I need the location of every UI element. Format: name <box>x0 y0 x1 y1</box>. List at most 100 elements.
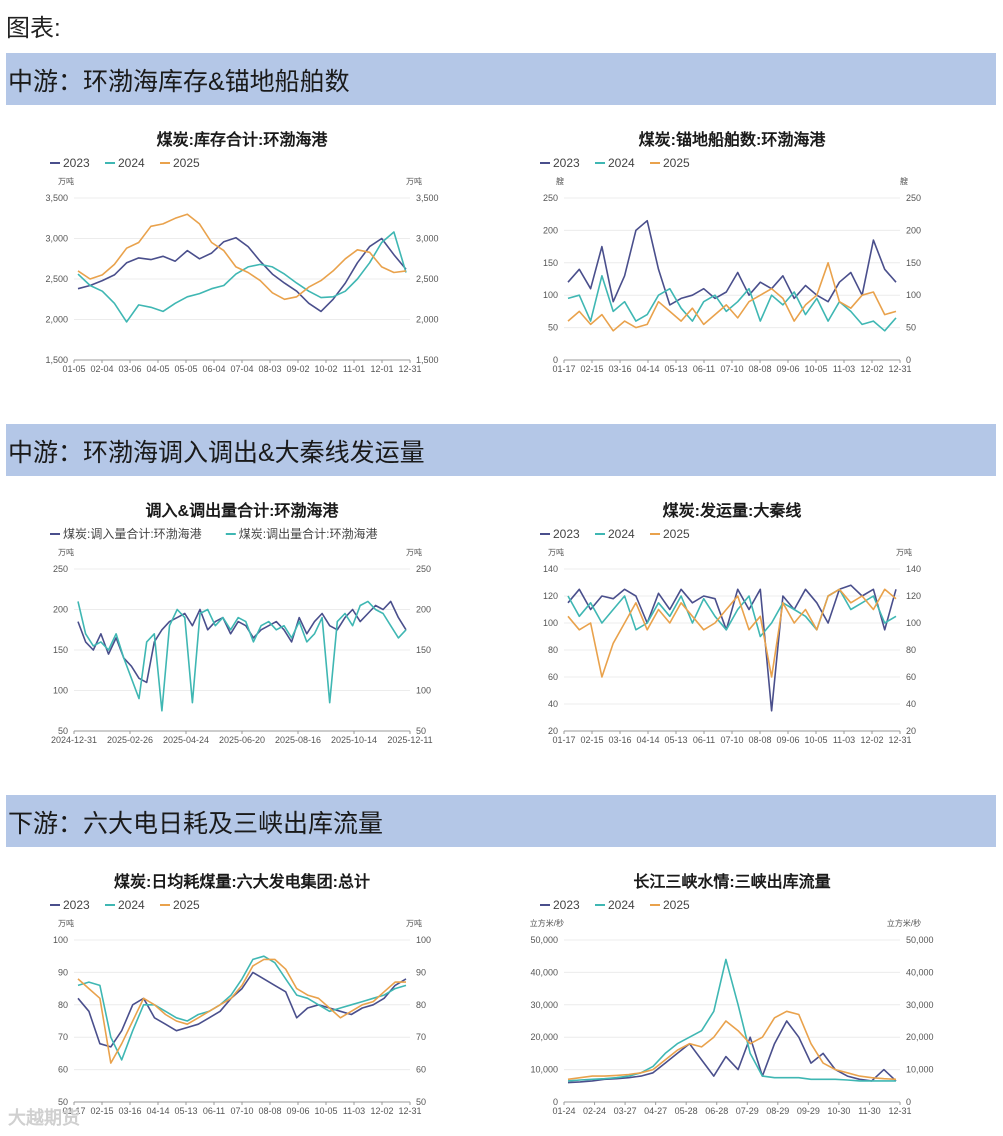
x-tick-label: 11-03 <box>833 735 855 745</box>
axis-unit-right: 万吨 <box>896 547 912 557</box>
series-line <box>567 219 897 306</box>
x-tick-label: 05-13 <box>174 1106 197 1116</box>
series-line <box>567 275 897 332</box>
x-tick-label: 01-05 <box>62 364 85 374</box>
y-tick-left: 1,500 <box>45 355 68 365</box>
x-tick-label: 2025-08-16 <box>275 735 321 745</box>
series-line <box>567 1010 897 1081</box>
x-tick-label: 2025-04-24 <box>163 735 209 745</box>
y-tick-left: 80 <box>548 645 558 655</box>
series-line <box>77 958 406 1064</box>
y-tick-left: 100 <box>53 686 68 696</box>
y-tick-right: 2,500 <box>416 274 439 284</box>
legend-label: 2023 <box>553 156 580 170</box>
x-tick-label: 05-13 <box>664 364 687 374</box>
chart-daqin: 煤炭:发运量:大秦线 2023 2024 2025 万吨 万吨 20 20 40 40 60 60 80… <box>520 499 940 745</box>
watermark-logo: 大越期货 <box>8 1108 80 1128</box>
chart-title: 长江三峡水情:三峡出库流量 <box>633 872 830 891</box>
chart-daily-burn: 煤炭:日均耗煤量:六大发电集团:总计 2023 2024 2025 万吨 万吨 50 50 60… <box>30 870 450 1116</box>
y-tick-left: 90 <box>58 967 68 977</box>
axis-unit-left: 万吨 <box>548 547 564 557</box>
legend-label: 2023 <box>553 898 580 912</box>
y-tick-left: 0 <box>553 355 558 365</box>
y-tick-left: 120 <box>543 591 558 601</box>
y-tick-left: 100 <box>543 290 558 300</box>
axis-unit-right: 艘 <box>900 176 908 186</box>
y-tick-right: 100 <box>416 935 431 945</box>
x-tick-label: 2025-02-26 <box>107 735 153 745</box>
x-tick-label: 06-04 <box>202 364 225 374</box>
section-title: 下游：六大电日耗及三峡出库流量 <box>8 810 384 838</box>
y-tick-right: 50 <box>416 726 426 736</box>
y-tick-right: 60 <box>416 1065 426 1075</box>
x-tick-label: 04-14 <box>146 1106 169 1116</box>
x-tick-label: 2024-12-31 <box>51 735 97 745</box>
y-tick-right: 50 <box>416 1097 426 1107</box>
x-tick-label: 06-11 <box>203 1106 225 1116</box>
legend-label: 2025 <box>663 156 690 170</box>
series-line <box>77 955 407 1061</box>
chart-svg: 煤炭:日均耗煤量:六大发电集团:总计 2023 2024 2025 万吨 万吨 50 50 60… <box>50 872 431 1116</box>
y-tick-left: 150 <box>53 645 68 655</box>
x-tick-label: 03-16 <box>608 735 631 745</box>
x-tick-label: 03-16 <box>608 364 631 374</box>
y-tick-left: 200 <box>53 605 68 615</box>
x-tick-label: 10-05 <box>804 735 827 745</box>
x-tick-label: 01-24 <box>552 1106 575 1116</box>
x-tick-label: 08-29 <box>766 1106 789 1116</box>
y-tick-left: 2,000 <box>45 315 68 325</box>
x-tick-label: 09-29 <box>797 1106 820 1116</box>
y-tick-right: 0 <box>906 355 911 365</box>
x-tick-label: 12-31 <box>888 735 911 745</box>
y-tick-right: 50,000 <box>906 935 934 945</box>
x-tick-label: 01-17 <box>552 735 575 745</box>
x-tick-label: 02-15 <box>90 1106 113 1116</box>
x-tick-label: 12-31 <box>888 364 911 374</box>
axis-unit-right: 万吨 <box>406 918 422 928</box>
y-tick-left: 3,500 <box>45 193 68 203</box>
y-tick-right: 60 <box>906 672 916 682</box>
section-title: 中游：环渤海库存&锚地船舶数 <box>8 68 350 96</box>
x-tick-label: 09-02 <box>286 364 309 374</box>
chart-title: 调入&调出量合计:环渤海港 <box>146 501 340 520</box>
y-tick-left: 150 <box>543 258 558 268</box>
y-tick-right: 90 <box>416 967 426 977</box>
x-tick-label: 04-27 <box>644 1106 667 1116</box>
x-tick-label: 09-06 <box>286 1106 309 1116</box>
axis-unit-left: 艘 <box>556 176 564 186</box>
legend-label: 2024 <box>608 527 635 541</box>
y-tick-left: 200 <box>543 225 558 235</box>
y-tick-right: 140 <box>906 564 921 574</box>
section-bar-2: 中游：环渤海调入调出&大秦线发运量 <box>6 424 996 476</box>
x-tick-label: 08-08 <box>258 1106 281 1116</box>
y-tick-right: 200 <box>906 225 921 235</box>
section-bar-1: 中游：环渤海库存&锚地船舶数 <box>6 53 996 105</box>
x-tick-label: 07-04 <box>230 364 253 374</box>
x-tick-label: 10-30 <box>827 1106 850 1116</box>
x-tick-label: 2025-10-14 <box>331 735 377 745</box>
y-tick-right: 40 <box>906 699 916 709</box>
legend-label: 2024 <box>608 898 635 912</box>
x-tick-label: 12-02 <box>860 364 883 374</box>
axis-unit-left: 万吨 <box>58 918 74 928</box>
series-line <box>567 1020 897 1084</box>
y-tick-right: 120 <box>906 591 921 601</box>
series-line <box>567 588 897 678</box>
x-tick-label: 04-14 <box>636 364 659 374</box>
legend-label: 2024 <box>118 898 145 912</box>
x-tick-label: 07-10 <box>230 1106 253 1116</box>
x-tick-label: 10-05 <box>314 1106 337 1116</box>
axis-unit-right: 万吨 <box>406 176 422 186</box>
y-tick-right: 70 <box>416 1032 426 1042</box>
x-tick-label: 12-31 <box>398 1106 421 1116</box>
x-tick-label: 02-04 <box>90 364 113 374</box>
y-tick-left: 50,000 <box>530 935 558 945</box>
x-tick-label: 08-03 <box>258 364 281 374</box>
y-tick-left: 0 <box>553 1097 558 1107</box>
x-tick-label: 04-14 <box>636 735 659 745</box>
legend-label: 2023 <box>63 898 90 912</box>
x-tick-label: 03-16 <box>118 1106 141 1116</box>
y-tick-left: 50 <box>548 323 558 333</box>
chart-svg: 煤炭:锚地船舶数:环渤海港 2023 2024 2025 艘 艘 0 0 50 50 100 100 1… <box>540 130 921 374</box>
